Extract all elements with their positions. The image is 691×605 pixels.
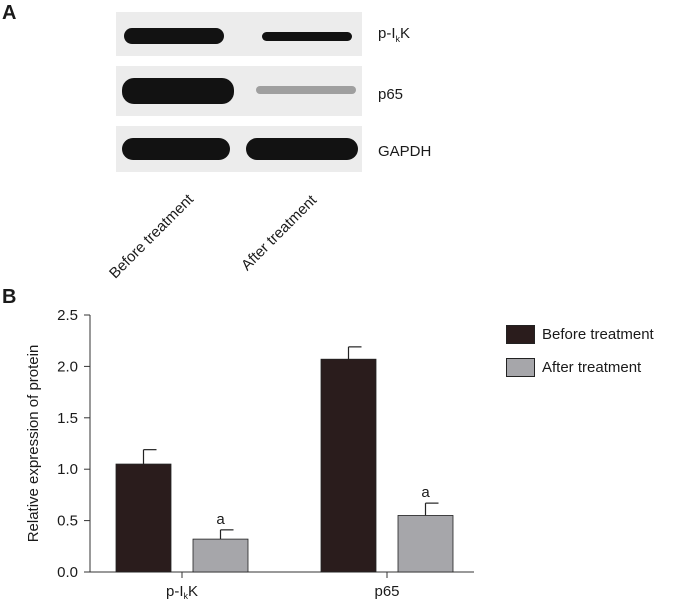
bar-before-1 [320, 358, 377, 573]
panel-a-label: A [2, 2, 17, 24]
y-tick-label: 2.0 [57, 358, 78, 375]
legend-swatch-after [506, 358, 535, 377]
band-p65-after [256, 86, 356, 94]
legend-label-before: Before treatment [542, 326, 654, 343]
panel-b-label: B [2, 286, 17, 308]
band-gapdh-before [122, 138, 230, 160]
y-tick-label: 0.0 [57, 564, 78, 581]
blot-strip-p65 [116, 66, 362, 116]
x-tick-label: p-IkK [166, 583, 198, 601]
y-tick-label: 0.5 [57, 513, 78, 530]
bar-after-1 [397, 515, 454, 573]
y-tick-label: 2.5 [57, 307, 78, 324]
legend-label-after: After treatment [542, 359, 642, 376]
band-p-ikk-after [262, 32, 352, 41]
significance-label: a [216, 511, 225, 528]
y-tick-label: 1.5 [57, 410, 78, 427]
band-p-ikk-before [124, 28, 224, 44]
blot-label-p-ikk: p-IkK [378, 25, 411, 44]
band-gapdh-after [246, 138, 358, 160]
bar-before-0 [115, 463, 172, 573]
blot-label-p65: p65 [378, 86, 404, 103]
y-axis-label: Relative expression of protein [25, 345, 42, 543]
x-tick-label: p65 [374, 583, 399, 600]
band-p65-before [122, 78, 234, 104]
blot-strip-gapdh [116, 126, 362, 172]
y-tick-label: 1.0 [57, 461, 78, 478]
significance-label: a [421, 484, 430, 501]
blot-strip-p-ikk [116, 12, 362, 56]
legend-swatch-before [506, 325, 535, 344]
blot-label-gapdh: GAPDH [378, 143, 432, 160]
bar-after-0 [192, 538, 249, 573]
